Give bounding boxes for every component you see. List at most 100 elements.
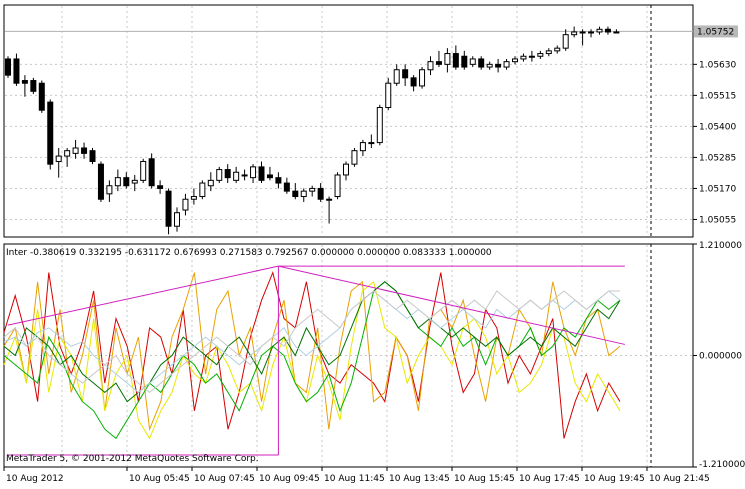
candle-body bbox=[461, 55, 468, 68]
indicator-series-line bbox=[3, 290, 621, 394]
price-axis-label: 1.05285 bbox=[699, 153, 736, 163]
candle-body bbox=[495, 63, 502, 68]
candle-body bbox=[190, 196, 197, 200]
candle-body bbox=[157, 185, 164, 189]
candle-body bbox=[309, 187, 316, 192]
candle-body bbox=[486, 63, 493, 68]
indicator-series-line bbox=[3, 280, 621, 440]
candle-body bbox=[233, 171, 240, 181]
candle-body bbox=[5, 58, 11, 76]
time-axis-label: 10 Aug 09:45 bbox=[259, 474, 320, 484]
candle-body bbox=[216, 169, 223, 181]
candle-body bbox=[140, 160, 147, 181]
candle-body bbox=[588, 31, 595, 34]
indicator-axis-label: 0.000000 bbox=[699, 352, 742, 362]
candle-body bbox=[266, 174, 273, 179]
candle-body bbox=[241, 174, 248, 177]
current-price-box bbox=[694, 25, 738, 38]
time-axis-label: 10 Aug 07:45 bbox=[194, 474, 255, 484]
time-axis-label: 10 Aug 05:45 bbox=[129, 474, 190, 484]
candle-body bbox=[393, 69, 400, 84]
candle-body bbox=[317, 187, 324, 200]
indicator-axis-label: -1.210000 bbox=[699, 460, 745, 470]
candle-body bbox=[81, 147, 88, 154]
candle-body bbox=[351, 150, 358, 165]
candle-body bbox=[343, 163, 349, 176]
price-axis-label: 1.05630 bbox=[699, 60, 736, 70]
candle-body bbox=[275, 177, 282, 184]
candle-body bbox=[604, 28, 611, 33]
copyright-text: MetaTrader 5, © 2001-2012 MetaQuotes Sof… bbox=[6, 454, 259, 464]
trend-line bbox=[278, 265, 625, 345]
candle-body bbox=[250, 166, 257, 179]
candle-body bbox=[123, 177, 130, 187]
time-axis-label: 10 Aug 21:45 bbox=[649, 474, 710, 484]
candle-body bbox=[224, 169, 231, 179]
candle-body bbox=[385, 82, 392, 109]
candle-body bbox=[562, 34, 569, 49]
candle-body bbox=[131, 179, 138, 184]
candle-body bbox=[520, 55, 527, 60]
candle-body bbox=[47, 101, 54, 165]
candle-body bbox=[537, 53, 544, 57]
candle-body bbox=[64, 150, 71, 157]
time-axis-label: 10 Aug 13:45 bbox=[389, 474, 450, 484]
indicator-series-line bbox=[3, 290, 620, 394]
candle-body bbox=[55, 155, 62, 162]
candle-body bbox=[478, 58, 485, 68]
candle-body bbox=[469, 58, 476, 65]
time-axis-label: 10 Aug 19:45 bbox=[584, 474, 645, 484]
candle-body bbox=[182, 198, 189, 211]
candle-body bbox=[114, 177, 121, 187]
candle-body bbox=[376, 107, 383, 144]
price-axis-label: 1.05400 bbox=[699, 122, 736, 132]
candle-body bbox=[554, 47, 561, 52]
candle-body bbox=[579, 31, 586, 34]
candle-body bbox=[106, 185, 113, 195]
candle-body bbox=[72, 147, 79, 154]
price-axis-label: 1.05055 bbox=[699, 215, 736, 225]
candle-body bbox=[292, 190, 299, 198]
time-axis-label: 10 Aug 17:45 bbox=[519, 474, 580, 484]
indicator-label: Inter -0.380619 0.332195 -0.631172 0.676… bbox=[6, 248, 492, 258]
candle-body bbox=[427, 61, 434, 71]
candle-body bbox=[199, 182, 206, 198]
trend-line bbox=[7, 265, 279, 326]
candle-body bbox=[359, 142, 366, 152]
candle-body bbox=[258, 166, 265, 181]
candle-body bbox=[30, 80, 37, 92]
time-axis-label: 10 Aug 11:45 bbox=[324, 474, 385, 484]
price-axis-label: 1.05170 bbox=[699, 184, 736, 194]
candle-body bbox=[207, 179, 214, 187]
candle-body bbox=[89, 150, 96, 162]
candle-body bbox=[503, 61, 510, 68]
candle-body bbox=[300, 190, 307, 198]
candle-body bbox=[545, 50, 552, 55]
candle-body bbox=[326, 198, 333, 201]
current-price-label: 1.05752 bbox=[697, 27, 734, 37]
candle-body bbox=[435, 61, 442, 65]
candle-body bbox=[38, 82, 45, 111]
time-axis-label: 10 Aug 15:45 bbox=[454, 474, 515, 484]
time-axis-label: 10 Aug 2012 bbox=[6, 474, 64, 484]
candle-body bbox=[165, 190, 172, 227]
candle-body bbox=[571, 31, 578, 36]
indicator-series-line bbox=[3, 281, 621, 403]
candle-body bbox=[174, 212, 180, 227]
candle-body bbox=[452, 53, 459, 68]
indicator-axis-label: 1.210000 bbox=[699, 241, 742, 251]
indicator-series-line bbox=[3, 272, 621, 432]
candle-body bbox=[613, 31, 620, 34]
indicator-panel-frame bbox=[3, 243, 694, 468]
price-panel-frame bbox=[3, 4, 694, 238]
candle-body bbox=[368, 142, 375, 145]
candle-body bbox=[283, 182, 290, 192]
candle-body bbox=[402, 69, 409, 79]
candle-body bbox=[97, 163, 104, 200]
candle-body bbox=[21, 80, 28, 84]
candle-body bbox=[419, 69, 426, 87]
candle-body bbox=[410, 77, 417, 87]
candle-body bbox=[596, 28, 603, 33]
